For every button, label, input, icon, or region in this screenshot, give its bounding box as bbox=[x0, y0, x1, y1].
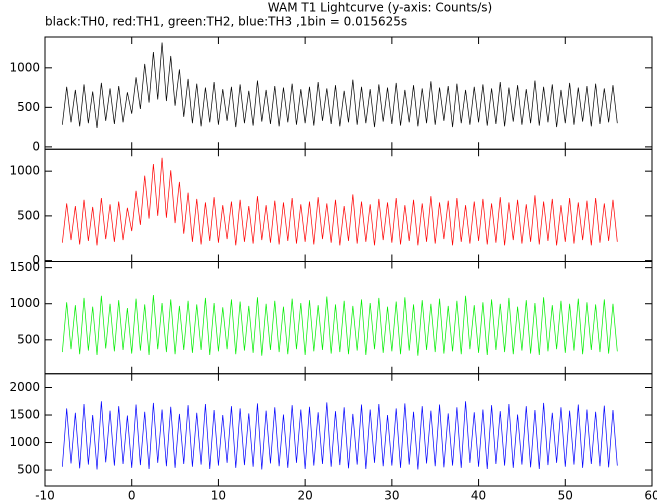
lightcurve bbox=[61, 42, 618, 128]
y-tick-label: 500 bbox=[17, 100, 40, 114]
x-tick-label: 0 bbox=[128, 489, 136, 503]
y-tick-label: 2000 bbox=[9, 380, 40, 394]
lightcurve bbox=[61, 157, 618, 246]
chart-title: WAM T1 Lightcurve (y-axis: Counts/s) bbox=[268, 1, 492, 15]
y-tick-label: 500 bbox=[17, 332, 40, 346]
panel-frame bbox=[44, 36, 653, 150]
panel-frame bbox=[44, 373, 653, 487]
x-tick-label: 20 bbox=[298, 489, 313, 503]
y-tick-label: 1000 bbox=[9, 296, 40, 310]
y-tick-label: 1000 bbox=[9, 60, 40, 74]
y-tick-label: 0 bbox=[32, 139, 40, 153]
lightcurve bbox=[61, 295, 618, 356]
y-tick-label: 500 bbox=[17, 463, 40, 477]
x-tick-label: 10 bbox=[211, 489, 226, 503]
chart-subtitle: black:TH0, red:TH1, green:TH2, blue:TH3 … bbox=[45, 15, 407, 29]
y-tick-label: 1500 bbox=[9, 408, 40, 422]
y-tick-label: 1000 bbox=[9, 435, 40, 449]
y-tick-label: 500 bbox=[17, 208, 40, 222]
x-tick-label: 30 bbox=[384, 489, 399, 503]
x-tick-label: 40 bbox=[471, 489, 486, 503]
y-tick-label: 0 bbox=[32, 253, 40, 267]
lightcurve bbox=[61, 401, 618, 470]
x-tick-label: 50 bbox=[558, 489, 573, 503]
x-tick-label: 60 bbox=[644, 489, 657, 503]
y-tick-label: 1500 bbox=[9, 260, 40, 274]
x-tick-label: -10 bbox=[35, 489, 55, 503]
panel-frame bbox=[44, 261, 653, 375]
y-tick-label: 1000 bbox=[9, 164, 40, 178]
